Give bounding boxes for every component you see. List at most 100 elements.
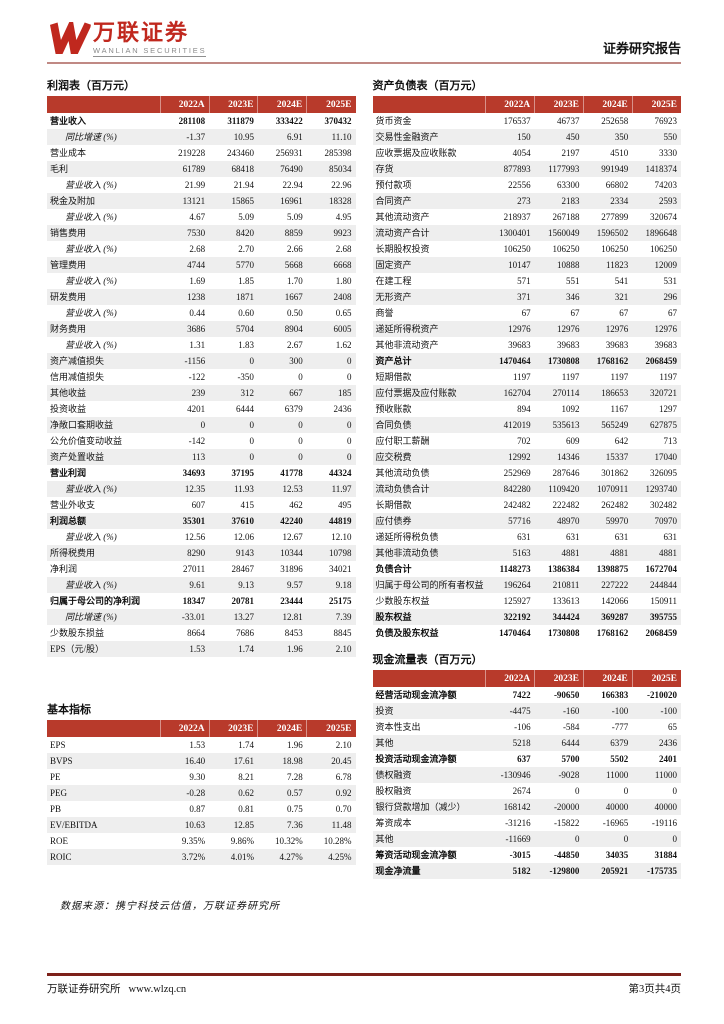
cell-value: 637 <box>517 753 531 764</box>
row-label: 银行贷款增加（减少） <box>375 801 466 812</box>
cell-value: 11.10 <box>331 131 352 142</box>
row-label: 应收票据及应收账款 <box>375 147 457 158</box>
cash-flow-block: 现金流量表（百万元） 2022A 2023E 2024E 2025E 经营活动现金流净额… <box>372 651 681 879</box>
cell-value: 6379 <box>610 737 629 748</box>
table-row: 应交税费 12992 14346 15337 17040 <box>372 449 681 465</box>
cell-value: 4510 <box>610 147 629 158</box>
cell-value: -160 <box>562 705 580 716</box>
row-label: 归属于母公司的所有者权益 <box>375 579 484 590</box>
cell-value: 6.78 <box>335 771 352 782</box>
table-row: 应收票据及应收账款 4054 2197 4510 3330 <box>373 145 682 161</box>
cell-value: 2.68 <box>189 243 206 254</box>
cell-value: 0.81 <box>238 803 254 814</box>
cell-value: 3686 <box>187 323 206 334</box>
cell-value: 8845 <box>333 627 352 638</box>
cell-value: 713 <box>663 435 678 446</box>
cell-value: 531 <box>663 275 678 286</box>
cash-flow-title: 现金流量表（百万元） <box>372 654 483 666</box>
cell-value: 0.87 <box>189 803 206 814</box>
cell-value: 541 <box>614 275 629 286</box>
data-source-note: 数据来源：携宁科技云估值，万联证券研究所 <box>60 901 280 912</box>
row-label: 其他非流动负债 <box>375 547 439 558</box>
page-footer: 万联证券研究所 www.wlzq.cn 第3页共4页 <box>47 973 681 996</box>
cell-value: 6444 <box>561 737 580 748</box>
cell-value: 5.09 <box>286 211 303 222</box>
cash-flow-table-container: 2022A 2023E 2024E 2025E 经营活动现金流净额 7422 -90650 1… <box>372 670 681 879</box>
cell-value: 11.93 <box>234 483 254 494</box>
cell-value: 322192 <box>503 611 531 622</box>
table-row: 递延所得税资产 12976 12976 12976 12976 <box>372 321 681 337</box>
cell-value: 1300401 <box>499 227 531 238</box>
cell-value: -1156 <box>184 355 206 366</box>
cell-value: 222482 <box>552 499 580 510</box>
row-label: EPS <box>50 739 66 750</box>
cell-value: 1070911 <box>597 483 629 494</box>
cell-value: -19116 <box>651 817 677 828</box>
table-row: 投资 -4475 -160 -100 -100 <box>372 703 681 719</box>
cell-value: 42240 <box>280 515 303 526</box>
cell-value: 270114 <box>552 387 580 398</box>
row-label: 投资 <box>375 705 394 716</box>
row-label: PB <box>50 803 62 814</box>
table-row: PEG -0.28 0.62 0.57 0.92 <box>47 785 356 801</box>
row-label: 营业成本 <box>50 147 87 158</box>
row-label: 长期股权投资 <box>375 243 430 254</box>
cell-value: 48970 <box>556 515 580 526</box>
cell-value: 12976 <box>508 323 531 334</box>
row-label: 应付票据及应付账款 <box>375 387 457 398</box>
cell-value: 39683 <box>508 339 531 350</box>
footer-url[interactable]: www.wlzq.cn <box>128 984 187 995</box>
cell-value: 65 <box>668 721 677 732</box>
cell-value: 1197 <box>659 371 677 382</box>
row-label: 流动负债合计 <box>375 483 430 494</box>
table-row: BVPS 16.40 17.61 18.98 20.45 <box>47 753 356 769</box>
cell-value: 106250 <box>552 243 580 254</box>
table-row: 归属于母公司的净利润 18347 20781 23444 25175 <box>47 593 356 609</box>
cell-value: 37610 <box>231 515 254 526</box>
cell-value: 1.96 <box>286 739 303 750</box>
row-label: BVPS <box>50 755 73 766</box>
cell-value: 242482 <box>503 499 531 510</box>
cell-value: 5182 <box>512 865 531 876</box>
table-row: 长期股权投资 106250 106250 106250 106250 <box>373 241 682 257</box>
cell-value: 63300 <box>556 179 580 190</box>
cell-value: 3330 <box>659 147 677 158</box>
cell-value: 168142 <box>503 801 531 812</box>
cell-value: -3015 <box>509 849 531 860</box>
row-label: 预收账款 <box>375 403 412 414</box>
cell-value: 2.70 <box>238 243 254 254</box>
column-header-2025e: 2025E <box>306 96 356 113</box>
column-header-empty <box>372 96 486 113</box>
balance-sheet-block: 资产负债表（百万元） 2022A 2023E 2024E 2025E 货币资金 17653… <box>372 77 682 641</box>
cell-value: 267188 <box>552 211 580 222</box>
cell-value: 877893 <box>503 163 531 174</box>
cell-value: 16.40 <box>184 755 206 766</box>
cell-value: 8904 <box>284 323 303 334</box>
row-label: 营业收入 <box>50 115 87 126</box>
cell-value: 113 <box>191 451 206 462</box>
table-row: 营业收入 (%) 12.56 12.06 12.67 12.10 <box>47 529 356 545</box>
cell-value: 1167 <box>610 403 629 414</box>
cell-value: 205921 <box>601 865 629 876</box>
row-label: PEG <box>50 787 68 798</box>
income-statement-title: 利润表（百万元） <box>47 80 135 92</box>
row-label: 资产总计 <box>375 355 412 366</box>
cell-value: 2334 <box>610 195 629 206</box>
cell-value: 1470464 <box>499 355 531 366</box>
row-label: 销售费用 <box>50 227 87 238</box>
row-label: 财务费用 <box>50 323 87 334</box>
table-row: 营业收入 (%) 12.35 11.93 12.53 11.97 <box>47 481 356 497</box>
cell-value: 21.94 <box>233 179 254 190</box>
table-row: 合同资产 273 2183 2334 2593 <box>372 193 681 209</box>
cell-value: 17040 <box>654 451 678 462</box>
row-label: 合同负债 <box>375 419 412 430</box>
cell-value: 7422 <box>512 689 531 700</box>
row-label: 商誉 <box>375 307 394 318</box>
table-row: 其他流动资产 218937 267188 277899 320674 <box>373 209 682 225</box>
row-label: 预付款项 <box>375 179 412 190</box>
report-type-label: 证券研究报告 <box>602 41 681 56</box>
cell-value: 0 <box>298 451 303 462</box>
cell-value: 395755 <box>650 611 677 622</box>
cell-value: 1667 <box>284 291 303 302</box>
table-row: 应付债券 57716 48970 59970 70970 <box>372 513 681 529</box>
